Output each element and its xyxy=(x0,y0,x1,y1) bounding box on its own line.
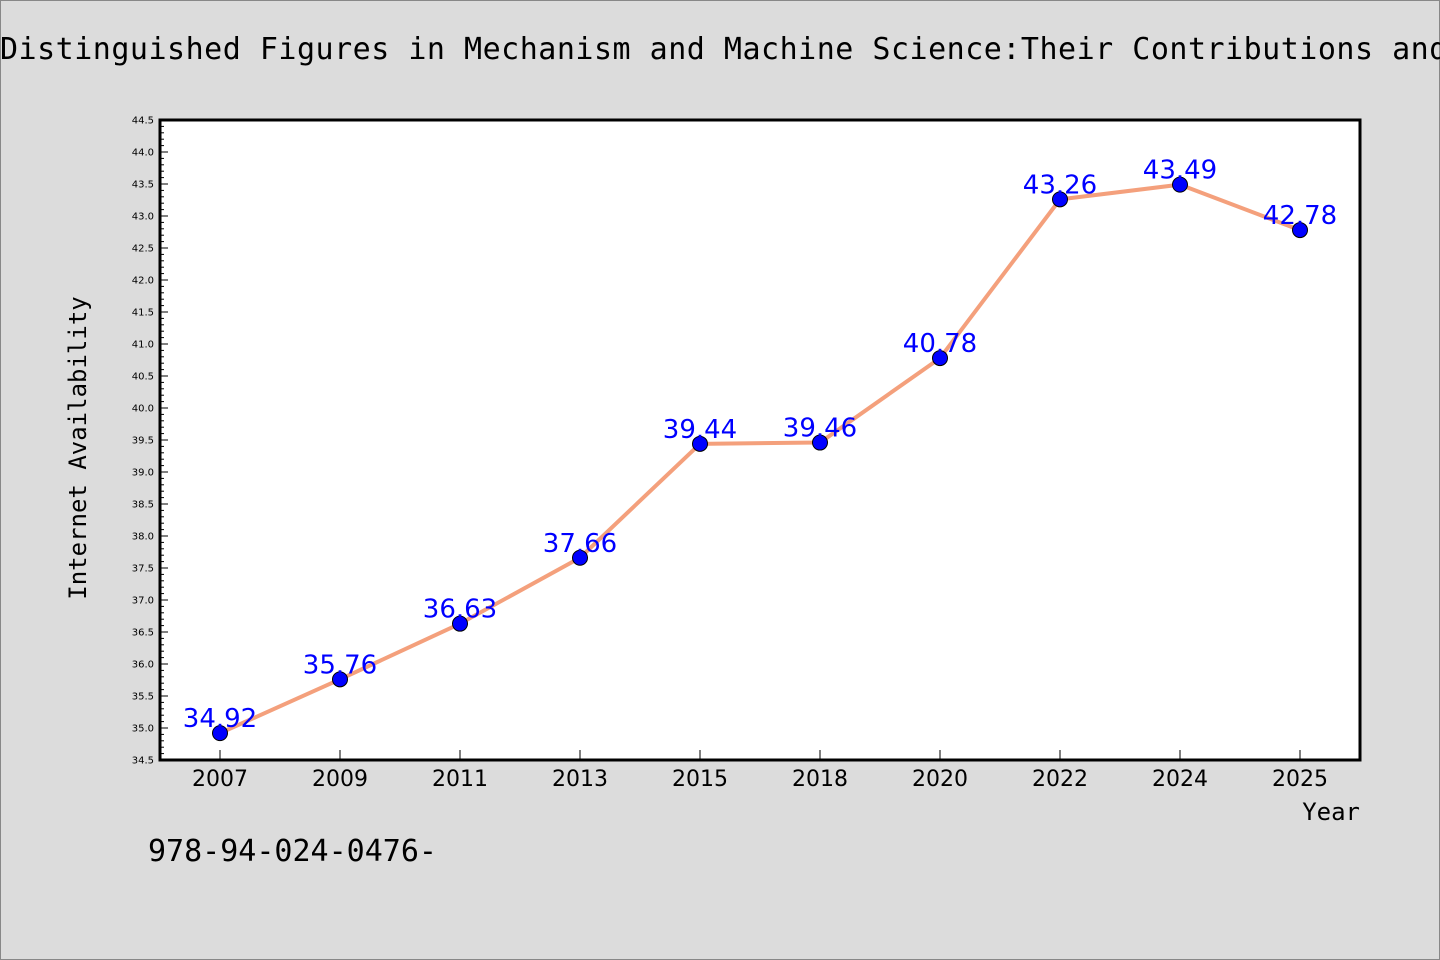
x-tick-label: 2022 xyxy=(1032,767,1088,792)
x-tick-label: 2007 xyxy=(192,767,248,792)
data-labels-group: 34.92 35.76 36.63 37.66 39.44 39.46 40.78 43.26… xyxy=(183,156,1337,734)
data-label: 34.92 xyxy=(183,704,257,734)
x-tick-label: 2025 xyxy=(1272,767,1328,792)
data-label: 35.76 xyxy=(303,650,377,680)
y-tick-label: 37.0 xyxy=(132,596,154,607)
y-tick-label: 44.5 xyxy=(132,116,154,127)
y-tick-label: 38.5 xyxy=(132,500,154,511)
data-label: 42.78 xyxy=(1263,201,1337,231)
x-tick-label: 2011 xyxy=(432,767,488,792)
y-tick-label: 39.0 xyxy=(132,468,154,479)
data-point xyxy=(332,671,348,688)
x-tick-label: 2009 xyxy=(312,767,368,792)
series-line xyxy=(218,182,1302,736)
y-tick-label: 40.5 xyxy=(132,372,154,383)
y-tick-label: 35.5 xyxy=(132,692,154,703)
y-axis-label: Internet Availability xyxy=(64,296,92,599)
data-point xyxy=(932,350,948,367)
y-tick-label: 37.5 xyxy=(132,564,154,575)
data-point xyxy=(692,435,708,452)
y-tick-label: 42.5 xyxy=(132,244,154,255)
chart-title: Distinguished Figures in Mechanism and M… xyxy=(0,32,1440,67)
series-group xyxy=(212,176,1308,742)
data-label: 39.44 xyxy=(663,415,737,445)
y-tick-label: 43.5 xyxy=(132,180,154,191)
x-axis-label: Year xyxy=(1302,798,1360,826)
y-tick-label: 34.5 xyxy=(132,756,154,767)
x-axis-ticks: 2007 2009 2011 2013 2015 2018 2020 2022 2024 2025 xyxy=(192,750,1328,792)
x-tick-label: 2024 xyxy=(1152,767,1208,792)
y-tick-label: 41.5 xyxy=(132,308,154,319)
x-tick-label: 2013 xyxy=(552,767,608,792)
y-tick-label: 39.5 xyxy=(132,436,154,447)
y-tick-label: 42.0 xyxy=(132,276,154,287)
x-tick-label: 2018 xyxy=(792,767,848,792)
data-point xyxy=(812,434,828,451)
data-point xyxy=(212,725,228,742)
y-axis-ticks: 34.5 35.0 35.5 36.0 36.5 37.0 37.5 38.0 38.5 39.0… xyxy=(132,116,168,767)
data-label: 39.46 xyxy=(783,414,857,444)
y-tick-label: 35.0 xyxy=(132,724,154,735)
data-point xyxy=(452,615,468,632)
y-tick-label: 44.0 xyxy=(132,148,154,159)
y-tick-label: 36.0 xyxy=(132,660,154,671)
plot-area xyxy=(158,118,1362,762)
data-label: 43.49 xyxy=(1143,156,1217,186)
y-tick-label: 36.5 xyxy=(132,628,154,639)
x-tick-label: 2020 xyxy=(912,767,968,792)
y-tick-label: 40.0 xyxy=(132,404,154,415)
data-label: 43.26 xyxy=(1023,170,1097,200)
data-label: 37.66 xyxy=(543,529,617,559)
y-tick-label: 41.0 xyxy=(132,340,154,351)
data-label: 40.78 xyxy=(903,329,977,359)
y-tick-label: 43.0 xyxy=(132,212,154,223)
data-point xyxy=(1052,191,1068,208)
data-point xyxy=(1292,222,1308,239)
footer-isbn: 978-94-024-0476- xyxy=(148,834,437,869)
data-label: 36.63 xyxy=(423,595,497,625)
y-tick-label: 38.0 xyxy=(132,532,154,543)
x-tick-label: 2015 xyxy=(672,767,728,792)
data-point xyxy=(1172,176,1188,193)
data-point xyxy=(572,549,588,566)
